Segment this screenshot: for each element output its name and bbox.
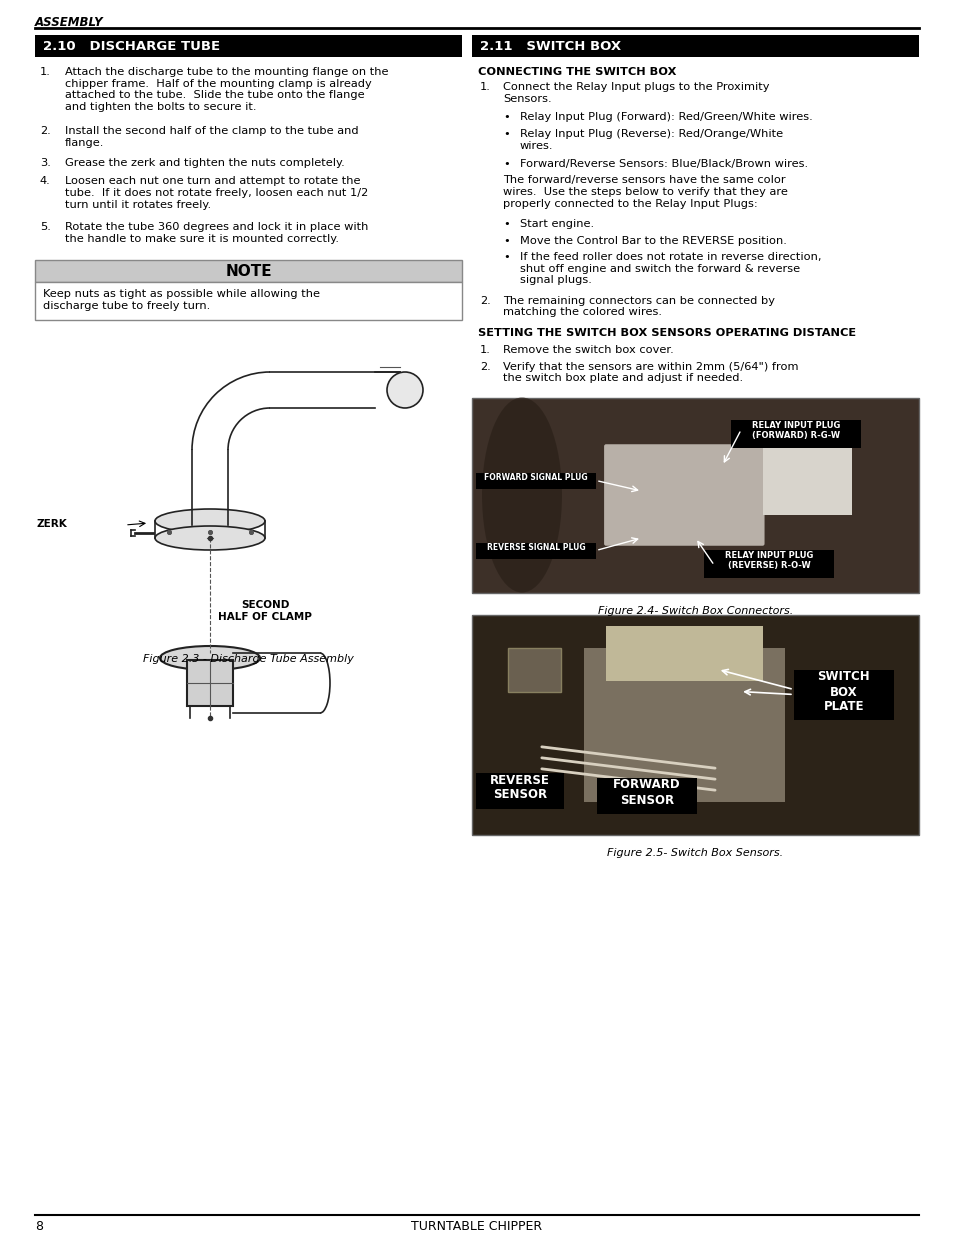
Text: Start engine.: Start engine.	[519, 219, 594, 228]
Bar	[731, 420, 861, 447]
Text: REVERSE SIGNAL PLUG: REVERSE SIGNAL PLUG	[486, 543, 585, 552]
Text: •: •	[502, 159, 509, 169]
Text: REVERSE
SENSOR: REVERSE SENSOR	[490, 773, 549, 802]
Text: Grease the zerk and tighten the nuts completely.: Grease the zerk and tighten the nuts com…	[65, 158, 344, 168]
Text: RELAY INPUT PLUG
(FORWARD) R-G-W: RELAY INPUT PLUG (FORWARD) R-G-W	[751, 420, 840, 440]
Text: Move the Control Bar to the REVERSE position.: Move the Control Bar to the REVERSE posi…	[519, 236, 786, 246]
Text: •: •	[502, 236, 509, 246]
Text: The remaining connectors can be connected by
matching the colored wires.: The remaining connectors can be connecte…	[502, 295, 774, 317]
Ellipse shape	[154, 526, 265, 550]
Text: RELAY INPUT PLUG
(REVERSE) R-O-W: RELAY INPUT PLUG (REVERSE) R-O-W	[724, 551, 813, 569]
Bar	[472, 615, 918, 835]
Text: NOTE: NOTE	[225, 263, 272, 279]
Bar	[472, 398, 918, 593]
Text: FORWARD SIGNAL PLUG: FORWARD SIGNAL PLUG	[484, 473, 587, 483]
Bar	[476, 773, 563, 809]
Text: 1.: 1.	[479, 83, 491, 93]
FancyBboxPatch shape	[603, 445, 763, 546]
Text: Forward/Reverse Sensors: Blue/Black/Brown wires.: Forward/Reverse Sensors: Blue/Black/Brow…	[519, 159, 807, 169]
Text: The forward/reverse sensors have the same color
wires.  Use the steps below to v: The forward/reverse sensors have the sam…	[502, 175, 787, 209]
Text: SECOND
HALF OF CLAMP: SECOND HALF OF CLAMP	[218, 600, 312, 621]
Text: •: •	[502, 252, 509, 262]
Bar	[472, 35, 918, 57]
Text: SWITCH
BOX
PLATE: SWITCH BOX PLATE	[817, 671, 869, 714]
Ellipse shape	[481, 398, 561, 593]
Text: 5.: 5.	[40, 222, 51, 232]
Bar	[35, 35, 461, 57]
FancyArrowPatch shape	[541, 758, 715, 779]
Bar	[507, 647, 560, 692]
Bar	[793, 669, 893, 720]
Text: 2.: 2.	[479, 295, 490, 305]
Text: Figure 2.3 - Discharge Tube Assembly: Figure 2.3 - Discharge Tube Assembly	[143, 655, 354, 664]
Text: Verify that the sensors are within 2mm (5/64") from
the switch box plate and adj: Verify that the sensors are within 2mm (…	[502, 362, 798, 383]
Bar	[35, 282, 461, 320]
Text: ZERK: ZERK	[37, 519, 68, 529]
Text: Keep nuts as tight as possible while allowing the
discharge tube to freely turn.: Keep nuts as tight as possible while all…	[43, 289, 319, 310]
Text: SETTING THE SWITCH BOX SENSORS OPERATING DISTANCE: SETTING THE SWITCH BOX SENSORS OPERATING…	[477, 329, 855, 338]
Bar	[35, 330, 461, 640]
FancyArrowPatch shape	[541, 769, 715, 790]
Text: 1.: 1.	[40, 67, 51, 77]
Bar	[35, 261, 461, 282]
Bar	[597, 778, 697, 814]
Text: 1.: 1.	[479, 345, 491, 354]
Text: 3.: 3.	[40, 158, 51, 168]
Text: 2.11   SWITCH BOX: 2.11 SWITCH BOX	[479, 40, 620, 53]
FancyArrowPatch shape	[541, 747, 715, 768]
Bar	[187, 659, 233, 706]
Ellipse shape	[387, 372, 422, 408]
Text: TURNTABLE CHIPPER: TURNTABLE CHIPPER	[411, 1220, 542, 1233]
Text: 2.: 2.	[479, 362, 490, 372]
Ellipse shape	[154, 509, 265, 534]
Text: Rotate the tube 360 degrees and lock it in place with
the handle to make sure it: Rotate the tube 360 degrees and lock it …	[65, 222, 368, 243]
Bar	[605, 625, 761, 680]
Text: Install the second half of the clamp to the tube and
flange.: Install the second half of the clamp to …	[65, 126, 358, 148]
Bar	[476, 542, 596, 558]
Text: Figure 2.5- Switch Box Sensors.: Figure 2.5- Switch Box Sensors.	[607, 848, 782, 858]
Text: Loosen each nut one turn and attempt to rotate the
tube.  If it does not rotate : Loosen each nut one turn and attempt to …	[65, 177, 368, 210]
Text: Relay Input Plug (Reverse): Red/Orange/White
wires.: Relay Input Plug (Reverse): Red/Orange/W…	[519, 128, 782, 151]
Bar	[583, 647, 784, 802]
Text: 4.: 4.	[40, 177, 51, 186]
Text: FORWARD
SENSOR: FORWARD SENSOR	[613, 778, 680, 806]
Text: 8: 8	[35, 1220, 43, 1233]
Text: 2.: 2.	[40, 126, 51, 136]
Bar	[703, 550, 834, 578]
Text: CONNECTING THE SWITCH BOX: CONNECTING THE SWITCH BOX	[477, 67, 676, 77]
Bar	[476, 473, 596, 489]
Text: •: •	[502, 112, 509, 122]
Text: Remove the switch box cover.: Remove the switch box cover.	[502, 345, 673, 354]
Text: Relay Input Plug (Forward): Red/Green/White wires.: Relay Input Plug (Forward): Red/Green/Wh…	[519, 112, 812, 122]
Bar	[761, 436, 851, 515]
Text: •: •	[502, 128, 509, 140]
Text: Connect the Relay Input plugs to the Proximity
Sensors.: Connect the Relay Input plugs to the Pro…	[502, 83, 769, 104]
Text: •: •	[502, 219, 509, 228]
Text: 2.10   DISCHARGE TUBE: 2.10 DISCHARGE TUBE	[43, 40, 220, 53]
Text: Figure 2.4- Switch Box Connectors.: Figure 2.4- Switch Box Connectors.	[598, 606, 792, 616]
Text: If the feed roller does not rotate in reverse direction,
shut off engine and swi: If the feed roller does not rotate in re…	[519, 252, 821, 285]
Ellipse shape	[160, 646, 260, 671]
Text: ASSEMBLY: ASSEMBLY	[35, 16, 104, 28]
Text: Attach the discharge tube to the mounting flange on the
chipper frame.  Half of : Attach the discharge tube to the mountin…	[65, 67, 388, 112]
